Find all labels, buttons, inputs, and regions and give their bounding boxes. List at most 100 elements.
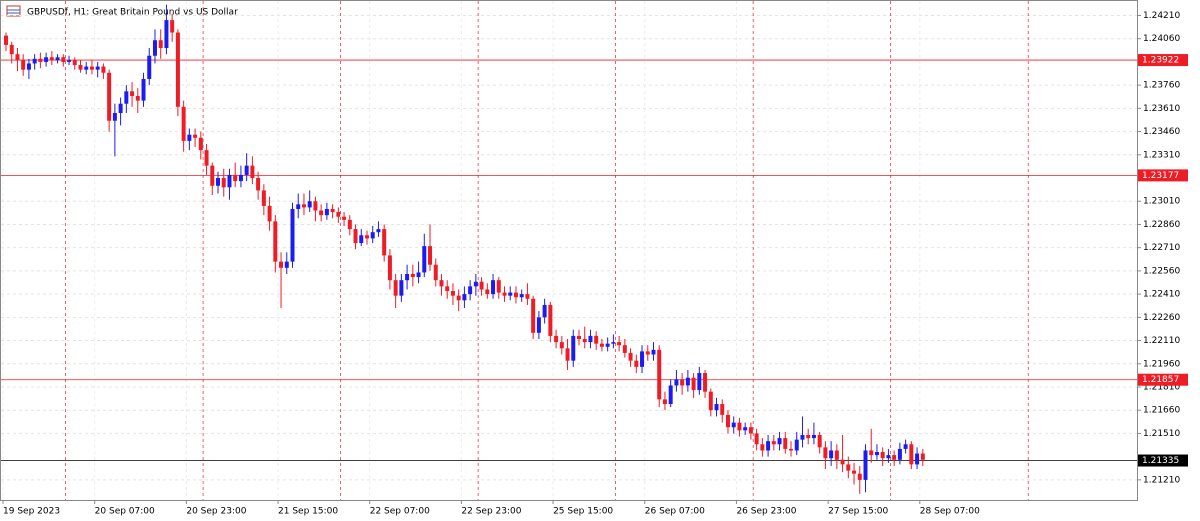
candle-body	[284, 261, 289, 268]
candle-body	[95, 66, 100, 70]
candle-body	[416, 272, 421, 278]
candle-body	[78, 65, 83, 70]
candle-body	[84, 66, 89, 70]
candle-body	[164, 20, 169, 48]
level-tag	[1138, 373, 1188, 386]
candle-body	[628, 352, 633, 361]
candle-body	[364, 235, 369, 239]
candle-body	[135, 95, 140, 101]
candle-body	[777, 438, 782, 445]
y-tick-label: 1.22860	[1143, 220, 1180, 230]
level-tag	[1138, 169, 1188, 182]
candle-body	[244, 165, 249, 175]
candle-body	[496, 280, 501, 293]
candle-body	[559, 342, 564, 349]
candle-body	[708, 391, 713, 411]
candle-body	[296, 204, 301, 209]
candle-body	[599, 343, 604, 347]
candle-body	[21, 60, 26, 70]
candle-body	[290, 208, 295, 262]
candle-body	[674, 379, 679, 386]
candle-body	[44, 57, 49, 62]
chart-title: GBPUSDf, H1: Great Britain Pound vs US D…	[27, 8, 238, 18]
candle-body	[760, 444, 765, 451]
x-tick-label: 27 Sep 15:00	[828, 507, 888, 517]
y-tick-label: 1.23010	[1143, 197, 1180, 207]
candle-body	[118, 103, 123, 114]
candle-body	[525, 294, 530, 299]
candle-body	[428, 246, 433, 265]
candle-body	[473, 281, 478, 287]
candle-body	[502, 292, 507, 296]
candle-body	[582, 339, 587, 343]
candle-body	[445, 286, 450, 292]
candle-body	[542, 304, 547, 318]
candle-body	[691, 377, 696, 391]
candle-body	[651, 349, 656, 355]
candle-body	[89, 66, 94, 70]
candle-body	[909, 444, 914, 465]
candle-body	[611, 342, 616, 344]
x-tick-label: 28 Sep 07:00	[920, 507, 980, 517]
x-tick-label: 26 Sep 07:00	[645, 507, 705, 517]
candle-body	[588, 335, 593, 343]
y-tick-label: 1.22560	[1143, 266, 1180, 276]
candle-body	[874, 452, 879, 456]
candle-body	[783, 438, 788, 449]
candle-body	[456, 295, 461, 301]
candle-body	[15, 54, 20, 61]
x-tick-label: 26 Sep 23:00	[736, 507, 796, 517]
x-tick-label: 22 Sep 23:00	[461, 507, 521, 517]
candle-body	[485, 289, 490, 295]
candle-body	[370, 232, 375, 239]
candle-body	[210, 165, 215, 186]
candle-body	[703, 373, 708, 392]
candle-body	[565, 348, 570, 361]
y-tick-label: 1.21210	[1143, 475, 1180, 485]
candle-body	[49, 57, 54, 61]
candle-body	[261, 190, 266, 206]
candle-body	[422, 246, 427, 273]
plot-frame	[0, 0, 1138, 501]
candle-body	[519, 294, 524, 298]
candle-body	[347, 219, 352, 230]
candle-body	[697, 373, 702, 391]
candle-body	[67, 60, 72, 62]
candle-body	[720, 404, 725, 415]
candle-body	[158, 40, 163, 48]
candle-body	[130, 91, 135, 96]
candle-body	[462, 294, 467, 301]
candle-body	[273, 221, 278, 262]
candle-body	[319, 210, 324, 216]
candle-body	[491, 280, 496, 295]
candle-body	[513, 292, 518, 298]
candle-body	[55, 57, 60, 61]
level-label: 1.23922	[1142, 56, 1179, 66]
candle-body	[181, 106, 186, 141]
y-tick-label: 1.24210	[1143, 11, 1180, 21]
level-tag	[1138, 54, 1188, 67]
candle-body	[61, 57, 66, 62]
candle-body	[554, 335, 559, 343]
y-tick-label: 1.23310	[1143, 150, 1180, 160]
candle-body	[353, 229, 358, 244]
candle-body	[857, 473, 862, 480]
candle-body	[450, 291, 455, 296]
candle-body	[4, 35, 8, 45]
candle-body	[766, 441, 771, 451]
x-tick-label: 20 Sep 23:00	[186, 507, 246, 517]
y-tick-label: 1.21660	[1143, 406, 1180, 416]
candle-body	[714, 404, 719, 411]
level-label: 1.23177	[1142, 171, 1179, 181]
y-tick-label: 1.22710	[1143, 243, 1180, 253]
x-tick-label: 20 Sep 07:00	[95, 507, 155, 517]
candle-body	[330, 208, 335, 213]
candle-body	[336, 212, 341, 217]
candle-body	[829, 450, 834, 459]
candle-body	[640, 351, 645, 367]
candle-body	[743, 427, 748, 431]
candle-body	[725, 414, 730, 428]
candle-body	[863, 450, 868, 480]
candle-body	[789, 448, 794, 451]
layer: 1.24210 1.24060 1.23760 1.23610 1.23460 1.233…	[1, 1, 1188, 517]
